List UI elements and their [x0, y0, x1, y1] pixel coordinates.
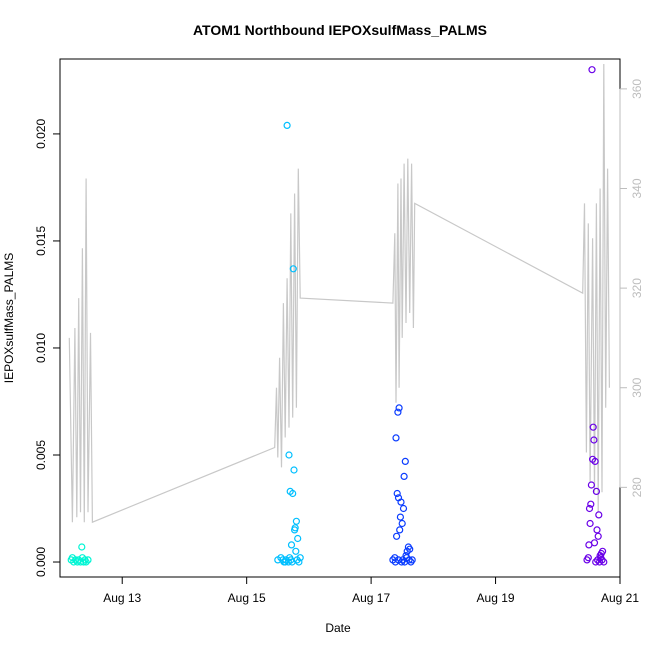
- x-tick-label: Aug 13: [103, 591, 141, 605]
- y-tick-label: 0.015: [34, 226, 48, 256]
- data-point: [402, 551, 410, 560]
- x-tick-label: Aug 21: [601, 591, 639, 605]
- data-point: [291, 526, 299, 534]
- y-axis-label: IEPOXsulfMass_PALMS: [2, 253, 16, 384]
- data-point: [589, 423, 597, 431]
- data-point: [392, 434, 400, 442]
- y2-tick-label: 280: [630, 477, 644, 497]
- data-point: [595, 511, 603, 519]
- data-point: [584, 554, 592, 562]
- chart-title: ATOM1 Northbound IEPOXsulfMass_PALMS: [193, 22, 487, 38]
- data-point: [400, 472, 408, 480]
- data-point: [598, 556, 606, 564]
- data-point: [591, 457, 599, 465]
- data-point: [408, 556, 416, 564]
- data-point: [285, 451, 293, 459]
- data-point: [296, 554, 304, 562]
- data-point: [397, 498, 405, 506]
- data-point: [588, 66, 596, 74]
- data-point: [281, 558, 289, 566]
- data-point: [396, 526, 404, 534]
- data-point: [585, 541, 593, 549]
- y2-tick-label: 320: [630, 278, 644, 298]
- y2-tick-label: 360: [630, 79, 644, 99]
- data-point: [82, 558, 90, 566]
- data-point: [406, 545, 414, 553]
- data-point: [594, 532, 602, 540]
- data-point: [585, 504, 594, 513]
- data-point: [283, 121, 291, 130]
- y-tick-label: 0.000: [34, 547, 48, 577]
- data-point: [587, 500, 595, 508]
- data-point: [596, 551, 604, 560]
- data-point: [586, 519, 594, 528]
- data-point: [393, 532, 401, 540]
- x-tick-label: Aug 15: [228, 591, 266, 605]
- data-point: [294, 534, 302, 543]
- data-point: [287, 541, 296, 549]
- data-point: [289, 265, 297, 273]
- data-point: [396, 513, 404, 521]
- secondary-series-line: [68, 63, 611, 524]
- data-point: [394, 408, 402, 416]
- data-point: [289, 489, 297, 498]
- secondary-series-layer: [68, 63, 611, 524]
- data-point: [587, 481, 596, 489]
- plot-area-frame: [59, 58, 621, 578]
- data-point: [401, 457, 409, 465]
- x-tick-label: Aug 17: [352, 591, 390, 605]
- data-point: [78, 543, 86, 551]
- data-point: [391, 554, 399, 562]
- x-tick-label: Aug 19: [477, 591, 515, 605]
- points-layer: [67, 66, 608, 566]
- data-point: [290, 466, 298, 474]
- x-axis-label: Date: [325, 621, 351, 635]
- data-point: [398, 519, 406, 528]
- data-point: [592, 487, 601, 495]
- y2-tick-label: 300: [630, 377, 644, 397]
- data-point: [292, 517, 300, 525]
- data-point: [295, 558, 303, 566]
- data-point: [393, 489, 401, 498]
- y2-tick-label: 340: [630, 178, 644, 198]
- data-point: [286, 554, 294, 562]
- data-point: [590, 436, 598, 444]
- data-point: [84, 556, 92, 564]
- data-point: [395, 404, 403, 412]
- y-tick-label: 0.005: [34, 440, 48, 470]
- data-point: [592, 558, 600, 566]
- y-tick-label: 0.020: [34, 119, 48, 149]
- y-tick-label: 0.010: [34, 333, 48, 363]
- data-point: [292, 547, 300, 555]
- data-point: [593, 526, 601, 534]
- data-point: [600, 558, 608, 566]
- data-point: [394, 556, 403, 564]
- data-point: [399, 504, 408, 513]
- axes-layer: 0.000 0.005 0.010 0.015 0.020 Aug 13 Aug 15 Aug…: [34, 79, 644, 605]
